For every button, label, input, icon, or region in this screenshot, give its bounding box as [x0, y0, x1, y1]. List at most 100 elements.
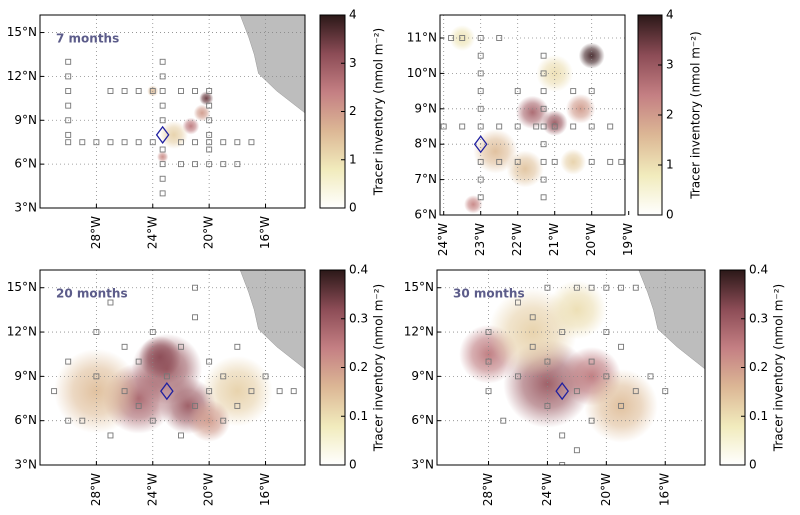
- station: [477, 123, 484, 130]
- station: [178, 161, 184, 168]
- station: [477, 194, 484, 201]
- station: [51, 388, 58, 395]
- station: [107, 299, 114, 306]
- panel-label: 7 months: [56, 32, 119, 46]
- station: [159, 102, 166, 109]
- station: [65, 117, 72, 124]
- station: [192, 402, 199, 409]
- station: [206, 131, 213, 138]
- tracer-patch: [464, 195, 483, 214]
- colorbar-label: Tracer inventory (nmol m⁻²): [372, 284, 386, 453]
- colorbar-tick-label: 0: [749, 458, 757, 472]
- colorbar: [719, 269, 746, 466]
- station: [573, 284, 580, 291]
- station: [588, 123, 595, 130]
- colorbar-tick-label: 4: [349, 8, 357, 22]
- station: [477, 88, 484, 95]
- x-tick-label: 24°W: [145, 216, 159, 249]
- station: [603, 373, 610, 380]
- station: [276, 388, 283, 395]
- tracer-patch: [54, 348, 139, 434]
- station: [618, 402, 625, 409]
- x-tick-label: 24°W: [540, 473, 554, 506]
- panel-label: 20 months: [56, 287, 128, 301]
- station: [220, 161, 227, 168]
- station: [662, 388, 669, 395]
- tracer-patch: [138, 336, 181, 379]
- colorbar-tick-label: 0.3: [749, 311, 768, 325]
- station: [149, 417, 156, 424]
- x-tick-label: 22°W: [510, 223, 524, 256]
- station: [588, 417, 595, 424]
- tracer-patch: [199, 91, 214, 106]
- station: [477, 105, 484, 112]
- colorbar-label: Tracer inventory (nmol m⁻²): [372, 28, 386, 197]
- x-tick-label: 20°W: [202, 473, 216, 506]
- colorbar-tick-label: 3: [666, 58, 674, 72]
- x-tick-label: 21°W: [547, 223, 561, 256]
- station: [529, 314, 536, 321]
- y-tick-label: 12°N: [7, 325, 37, 339]
- x-tick-label: 24°W: [145, 473, 159, 506]
- y-tick-label: 6°N: [414, 208, 437, 222]
- station: [632, 284, 639, 291]
- station: [540, 70, 547, 77]
- station: [618, 343, 625, 350]
- station: [603, 329, 610, 335]
- y-tick-label: 10°N: [407, 66, 437, 80]
- colorbar: [319, 14, 346, 209]
- station: [149, 329, 156, 335]
- station: [65, 102, 72, 109]
- station: [544, 402, 551, 409]
- station: [159, 146, 166, 153]
- colorbar-tick-label: 0.4: [349, 263, 368, 277]
- station: [192, 314, 199, 321]
- plot-frame: [436, 269, 706, 466]
- station: [163, 373, 170, 380]
- station: [206, 102, 213, 109]
- station: [159, 73, 166, 80]
- station: [121, 343, 128, 350]
- station: [220, 139, 227, 146]
- station: [496, 35, 503, 41]
- y-tick-label: 9°N: [14, 369, 37, 383]
- station: [440, 123, 447, 130]
- colorbar-label: Tracer inventory (nmol m⁻²): [689, 31, 703, 200]
- station: [121, 139, 128, 146]
- land: [239, 15, 305, 114]
- station: [178, 139, 184, 146]
- station: [540, 105, 547, 112]
- tracer-patch: [506, 150, 544, 188]
- station: [121, 88, 128, 94]
- station: [206, 88, 213, 94]
- station: [559, 432, 566, 439]
- station: [529, 343, 536, 350]
- tracer-patch: [515, 95, 550, 129]
- station: [234, 343, 241, 350]
- tracer-patch: [159, 120, 189, 149]
- y-tick-label: 15°N: [7, 25, 37, 39]
- station: [459, 123, 466, 130]
- colorbar-tick-label: 0: [666, 208, 674, 222]
- station: [65, 58, 72, 65]
- plot-frame: [39, 14, 306, 209]
- x-tick-label: 16°W: [258, 216, 272, 249]
- station: [65, 358, 72, 365]
- tracer-patch: [547, 280, 607, 340]
- station: [632, 388, 639, 395]
- station: [159, 117, 166, 124]
- station: [540, 194, 547, 201]
- colorbar-label: Tracer inventory (nmol m⁻²): [772, 284, 786, 453]
- x-tick-label: 20°W: [202, 216, 216, 249]
- station: [220, 373, 227, 380]
- tracer-patch: [188, 399, 231, 442]
- station: [206, 139, 213, 146]
- station: [192, 139, 199, 146]
- y-tick-label: 6°N: [411, 413, 434, 427]
- station: [93, 373, 100, 380]
- station: [107, 88, 114, 94]
- tracer-patch: [560, 148, 587, 175]
- station: [459, 35, 466, 41]
- station: [178, 432, 184, 439]
- x-tick-label: 24°W: [436, 223, 450, 256]
